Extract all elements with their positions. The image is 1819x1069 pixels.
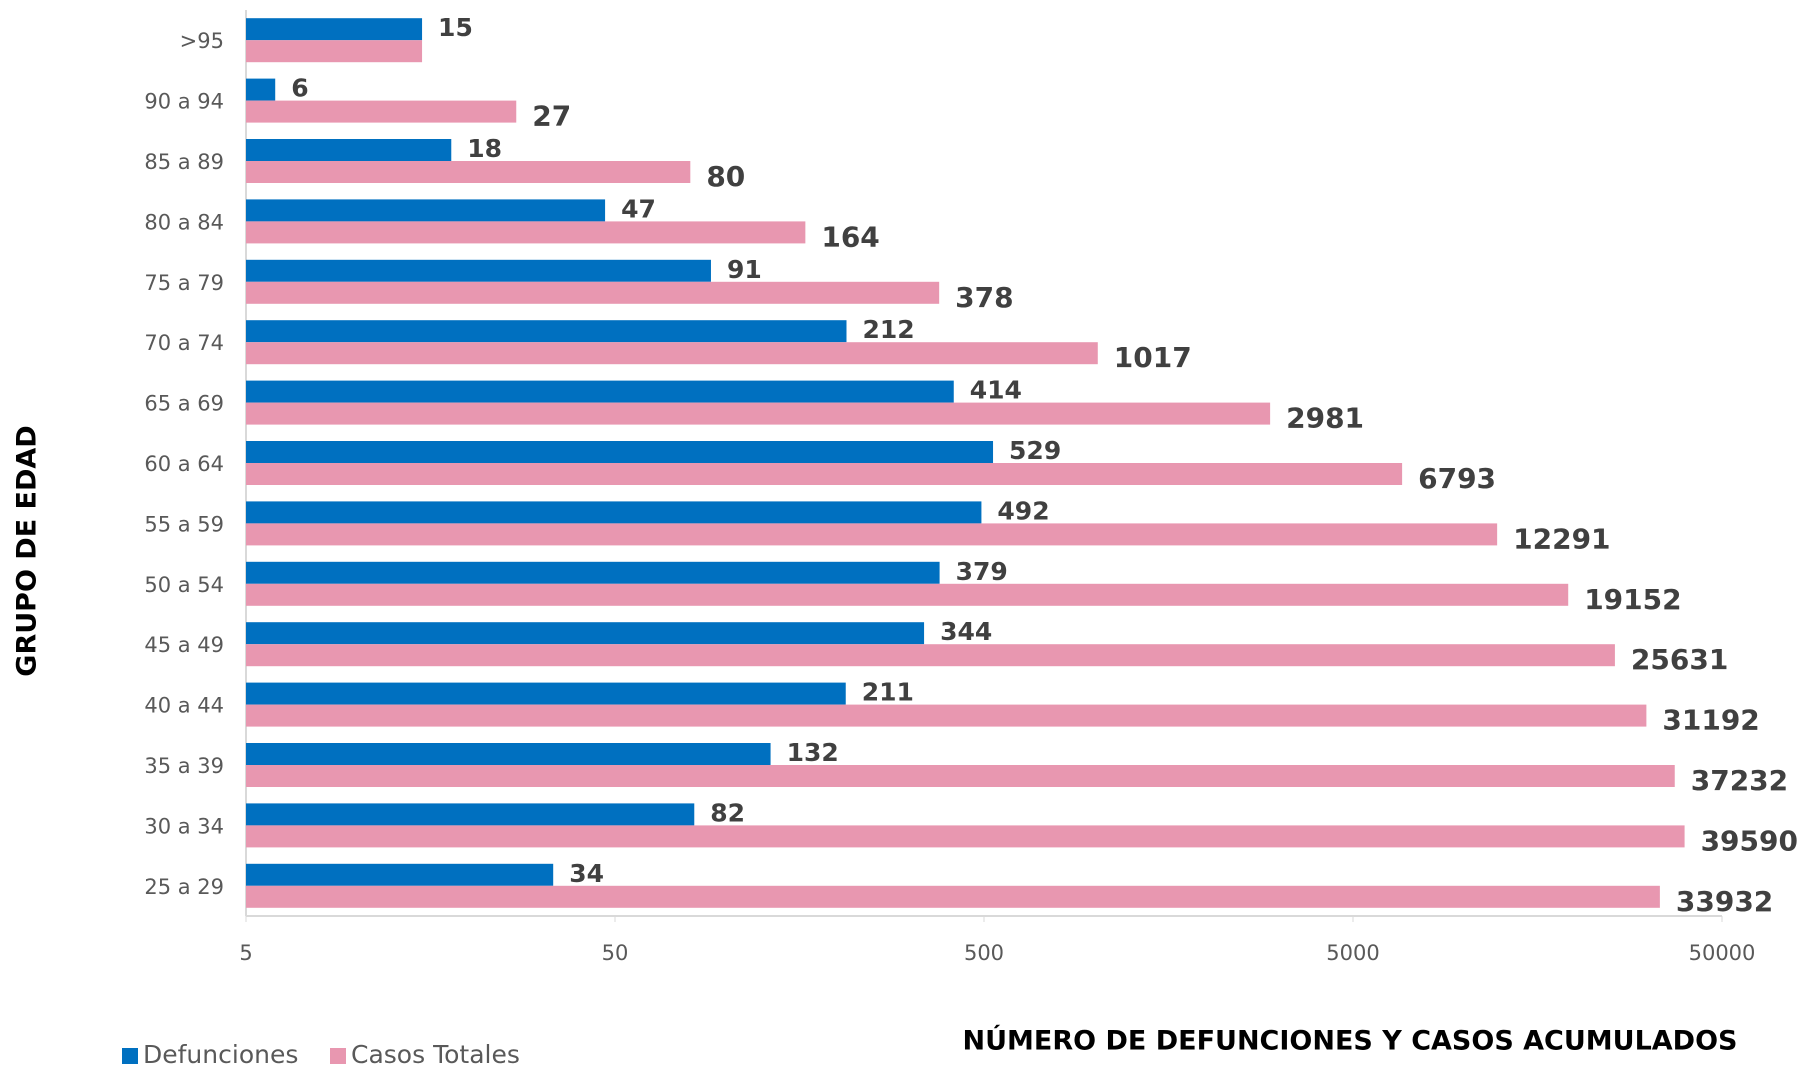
- category-label: 25 a 29: [144, 875, 224, 899]
- data-label: 33932: [1676, 885, 1773, 918]
- data-label: 2981: [1286, 402, 1364, 435]
- bar: [246, 644, 1615, 667]
- y-axis-title: GRUPO DE EDAD: [12, 425, 43, 676]
- bar: [246, 704, 1647, 727]
- category-label: 60 a 64: [144, 452, 224, 476]
- bar: [246, 583, 1569, 606]
- category-label: 80 a 84: [144, 210, 224, 234]
- bar: [246, 402, 1271, 425]
- data-label: 529: [1009, 436, 1061, 465]
- bar: [246, 342, 1098, 365]
- bar: [246, 100, 517, 123]
- data-label: 12291: [1513, 522, 1610, 555]
- x-axis-title: NÚMERO DE DEFUNCIONES Y CASOS ACUMULADOS: [963, 1025, 1738, 1057]
- data-label: 47: [621, 194, 656, 223]
- data-label: 379: [956, 557, 1008, 586]
- data-label: 82: [710, 798, 745, 827]
- data-label: 344: [940, 617, 992, 646]
- bar: [246, 501, 982, 524]
- bar: [246, 682, 846, 705]
- category-label: 85 a 89: [144, 150, 224, 174]
- data-label: 18: [467, 134, 502, 163]
- legend-label: Casos Totales: [351, 1040, 520, 1069]
- category-label: 30 a 34: [144, 814, 224, 838]
- bar: [246, 161, 691, 183]
- data-label: 34: [569, 859, 604, 888]
- data-label: 25631: [1631, 643, 1728, 676]
- x-tick-label: 50000: [1689, 941, 1756, 965]
- legend-label: Defunciones: [143, 1040, 298, 1069]
- data-label: 31192: [1662, 704, 1759, 737]
- bar: [246, 561, 940, 584]
- category-label: 45 a 49: [144, 633, 224, 657]
- category-label: 75 a 79: [144, 271, 224, 295]
- x-tick-label: 50: [602, 941, 629, 965]
- bar: [246, 281, 940, 304]
- bar: [246, 18, 423, 41]
- data-label: 91: [727, 255, 762, 284]
- bar: [246, 78, 276, 101]
- bar: [246, 441, 994, 463]
- data-label: 164: [821, 220, 879, 253]
- legend-swatch: [122, 1048, 138, 1064]
- bar: [246, 380, 954, 403]
- bar: [246, 523, 1498, 546]
- data-label: 378: [955, 281, 1013, 314]
- data-label: 80: [706, 160, 745, 193]
- category-label: 40 a 44: [144, 694, 224, 718]
- data-label: 39590: [1701, 824, 1798, 857]
- category-label: 70 a 74: [144, 331, 224, 355]
- data-label: 6: [291, 74, 308, 103]
- bar: [246, 885, 1660, 908]
- x-tick-label: 5000: [1326, 941, 1379, 965]
- data-label: 19152: [1584, 583, 1681, 616]
- data-label: 15: [438, 13, 473, 42]
- bar: [246, 863, 554, 886]
- bar: [246, 765, 1675, 787]
- data-label: 132: [787, 738, 839, 767]
- bar: [246, 40, 423, 63]
- category-label: 35 a 39: [144, 754, 224, 778]
- data-label: 6793: [1418, 462, 1496, 495]
- data-label: 492: [997, 496, 1049, 525]
- bar: [246, 221, 806, 244]
- legend-swatch: [330, 1048, 346, 1064]
- category-label: >95: [180, 29, 224, 53]
- bar: [246, 259, 711, 282]
- data-label: 211: [862, 678, 914, 707]
- data-label: 414: [970, 376, 1022, 405]
- bar: [246, 320, 847, 343]
- bar: [246, 825, 1685, 848]
- x-tick-label: 5: [239, 941, 252, 965]
- data-label: 1017: [1114, 341, 1192, 374]
- category-label: 90 a 94: [144, 90, 224, 114]
- category-label: 50 a 54: [144, 573, 224, 597]
- bar: [246, 139, 452, 161]
- data-label: 37232: [1691, 764, 1788, 797]
- bar: [246, 803, 695, 826]
- category-label: 65 a 69: [144, 392, 224, 416]
- x-tick-label: 500: [964, 941, 1004, 965]
- bar: [246, 199, 606, 222]
- data-label: 212: [862, 315, 914, 344]
- bar: [246, 463, 1403, 485]
- bar: [246, 743, 771, 765]
- bar: [246, 622, 925, 645]
- category-label: 55 a 59: [144, 512, 224, 536]
- data-label: 27: [532, 100, 571, 133]
